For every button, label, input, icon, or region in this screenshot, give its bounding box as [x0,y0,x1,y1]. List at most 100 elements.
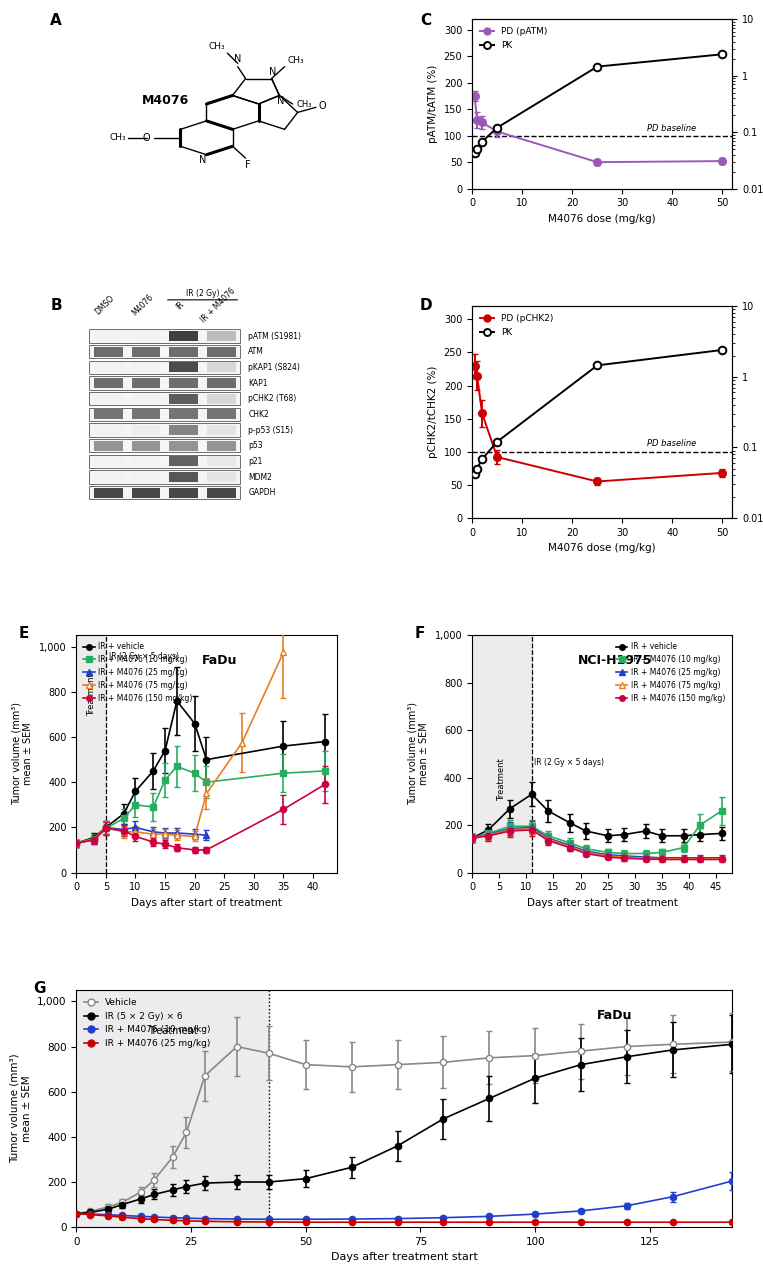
Text: DMSO: DMSO [94,294,117,316]
X-axis label: Days after start of treatment: Days after start of treatment [526,898,678,907]
Text: KAP1: KAP1 [248,379,268,388]
Bar [207,425,236,436]
Bar [131,410,160,419]
Bar [207,393,236,403]
Bar [89,455,240,468]
Bar [94,393,123,403]
Bar [207,456,236,466]
Bar [94,472,123,482]
Bar [94,488,123,497]
Bar [207,332,236,341]
Bar [94,362,123,373]
Bar [131,425,160,436]
Legend: IR + vehicle, IR + M4076 (10 mg/kg), IR + M4076 (25 mg/kg), IR + M4076 (75 mg/kg: IR + vehicle, IR + M4076 (10 mg/kg), IR … [80,639,196,705]
Text: G: G [34,980,46,996]
Bar [89,329,240,343]
Bar [169,362,198,373]
Legend: Vehicle, IR (5 × 2 Gy) × 6, IR + M4076 (10 mg/kg), IR + M4076 (25 mg/kg): Vehicle, IR (5 × 2 Gy) × 6, IR + M4076 (… [81,995,214,1051]
Text: pCHK2 (T68): pCHK2 (T68) [248,394,296,403]
Text: PD baseline: PD baseline [647,125,697,134]
Legend: IR + vehicle, IR + M4076 (10 mg/kg), IR + M4076 (25 mg/kg), IR + M4076 (75 mg/kg: IR + vehicle, IR + M4076 (10 mg/kg), IR … [613,639,729,705]
Bar [131,488,160,497]
Bar [89,361,240,374]
Bar [169,441,198,451]
Bar [94,456,123,466]
Bar [89,407,240,421]
Bar [472,636,532,873]
Text: IR (2 Gy): IR (2 Gy) [186,289,219,298]
Bar [76,636,106,873]
Bar [89,439,240,452]
Text: p53: p53 [248,441,262,450]
Bar [207,410,236,419]
Bar [131,441,160,451]
Y-axis label: pATM/tATM (%): pATM/tATM (%) [428,64,438,143]
Text: D: D [420,298,433,312]
Y-axis label: Tumor volume (mm³)
mean ± SEM: Tumor volume (mm³) mean ± SEM [10,1054,31,1163]
Text: CHK2: CHK2 [248,410,269,419]
Text: p-p53 (S15): p-p53 (S15) [248,425,293,434]
Text: CH₃: CH₃ [287,57,304,66]
Text: E: E [19,626,30,641]
Bar [169,347,198,357]
Bar [94,378,123,388]
Bar [169,456,198,466]
Bar [89,486,240,500]
Text: Treatment: Treatment [148,1025,198,1036]
Text: ATM: ATM [248,347,264,356]
Text: C: C [420,13,431,27]
Bar [169,488,198,497]
Bar [131,378,160,388]
Bar [94,441,123,451]
X-axis label: M4076 dose (mg/kg): M4076 dose (mg/kg) [549,544,656,553]
Text: Treatment: Treatment [86,673,95,716]
Text: pKAP1 (S824): pKAP1 (S824) [248,362,300,371]
Y-axis label: Tumor volume (mm³)
mean ± SEM: Tumor volume (mm³) mean ± SEM [407,703,430,806]
Bar [207,362,236,373]
Text: FaDu: FaDu [202,654,237,667]
Bar [169,393,198,403]
Bar [94,347,123,357]
Text: B: B [50,298,62,312]
Bar [76,991,269,1227]
Bar [94,425,123,436]
Text: M4076: M4076 [141,94,188,107]
Text: Treatment: Treatment [497,758,507,802]
Text: A: A [50,13,62,27]
Text: F: F [246,159,251,170]
Text: CH₃: CH₃ [208,42,225,51]
Y-axis label: pCHK2/tCHK2 (%): pCHK2/tCHK2 (%) [428,366,438,459]
X-axis label: M4076 dose (mg/kg): M4076 dose (mg/kg) [549,213,656,224]
Bar [131,393,160,403]
Text: CH₃: CH₃ [296,100,312,109]
Text: N: N [199,154,206,164]
X-axis label: Days after start of treatment: Days after start of treatment [131,898,282,907]
Bar [131,456,160,466]
Text: IR (2 Gy × 5 days): IR (2 Gy × 5 days) [534,758,604,767]
Text: O: O [143,132,150,143]
Bar [131,472,160,482]
Bar [207,472,236,482]
Bar [131,362,160,373]
Legend: PD (pATM), PK: PD (pATM), PK [477,24,551,54]
Text: CH₃: CH₃ [109,134,126,143]
Legend: PD (pCHK2), PK: PD (pCHK2), PK [477,311,557,341]
Bar [89,470,240,483]
Bar [131,347,160,357]
Bar [207,347,236,357]
Text: N: N [234,54,241,64]
Bar [169,425,198,436]
Text: M4076: M4076 [130,293,155,317]
Text: F: F [415,626,425,641]
Y-axis label: Tumor volume (mm³)
mean ± SEM: Tumor volume (mm³) mean ± SEM [11,703,34,806]
Bar [169,410,198,419]
Bar [169,378,198,388]
Text: IR + M4076: IR + M4076 [199,287,237,324]
Text: IR (2 Gy × 5 days): IR (2 Gy × 5 days) [109,651,179,660]
Text: IR: IR [175,299,186,311]
Bar [169,332,198,341]
Text: PD baseline: PD baseline [647,439,697,448]
Text: GAPDH: GAPDH [248,488,275,497]
Text: O: O [318,100,326,111]
Bar [89,346,240,359]
